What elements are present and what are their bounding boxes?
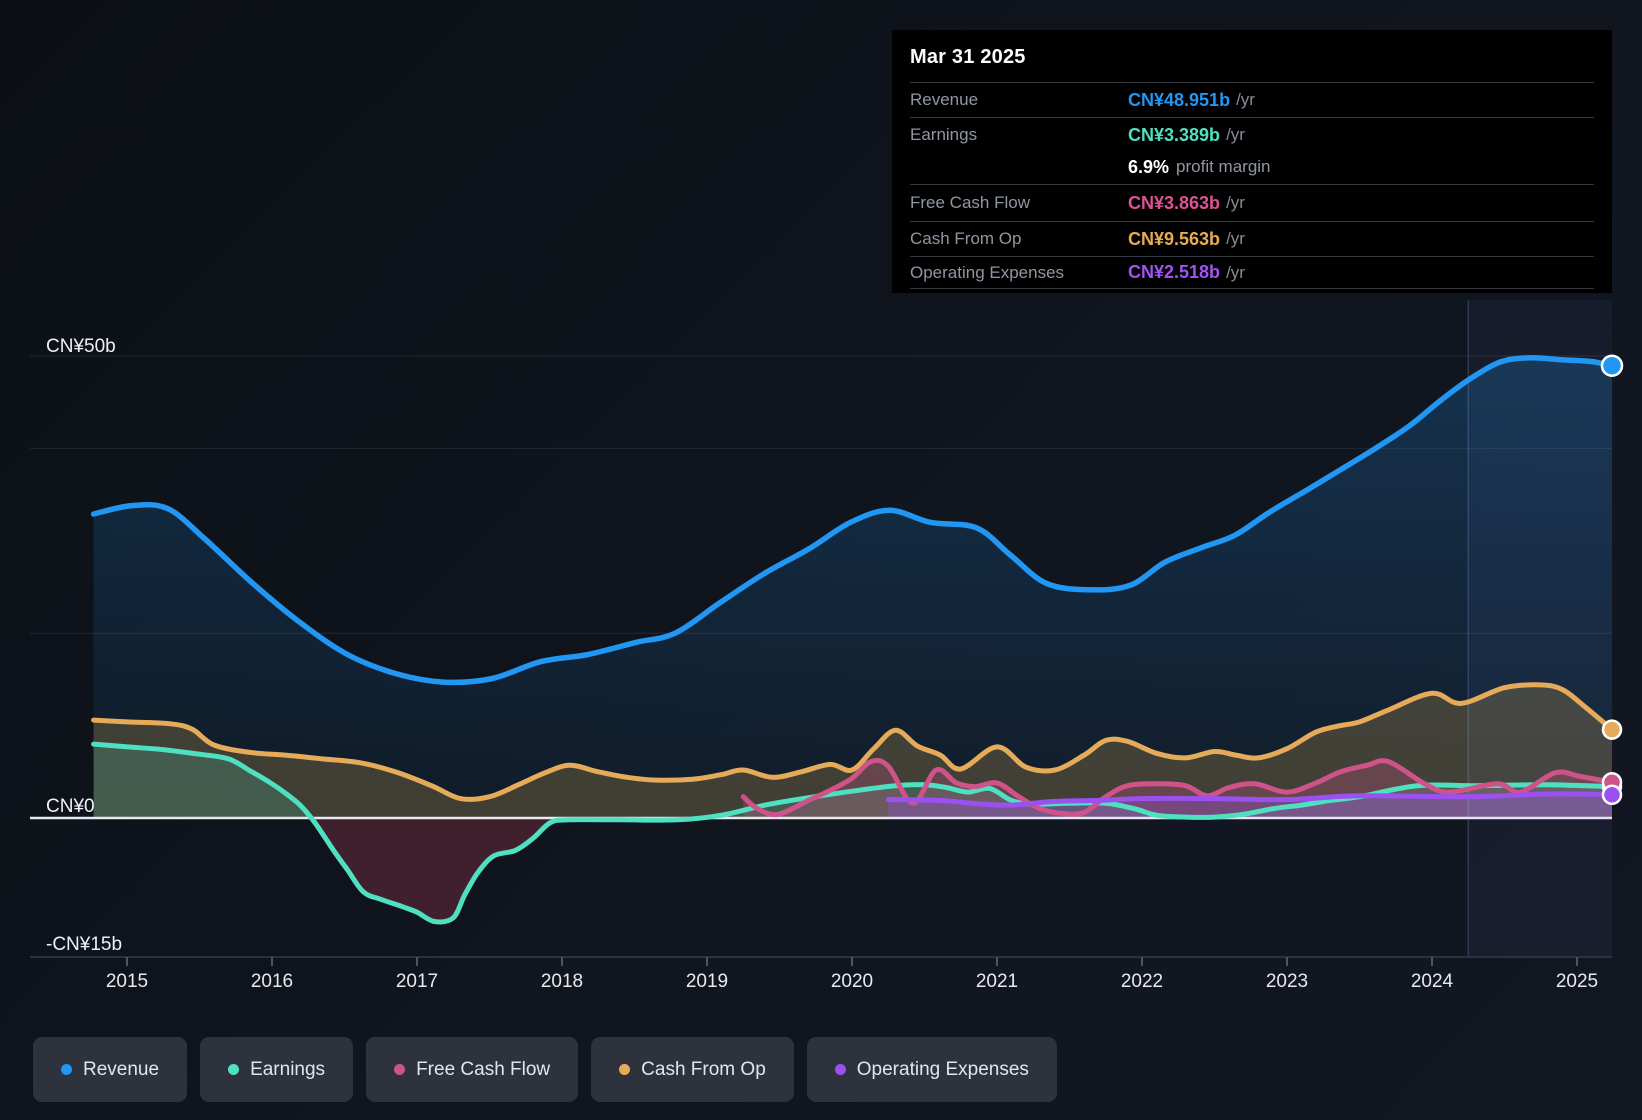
tooltip-row-revenue: Revenue CN¥48.951b /yr [910,82,1594,117]
x-axis-label-2025: 2025 [1556,971,1598,992]
revenue-endpoint-marker[interactable] [1600,354,1624,377]
tooltip-row-operating-expenses: Operating Expenses CN¥2.518b /yr [910,256,1594,289]
x-axis-label-2020: 2020 [831,971,873,992]
tooltip-value: CN¥3.389b [1128,124,1221,145]
y-axis-label: CN¥50b [46,336,116,357]
revenue-area [93,357,1613,818]
tooltip-row-earnings: Earnings CN¥3.389b /yr 6.9% profit margi… [910,117,1594,184]
legend-label: Earnings [250,1058,326,1080]
tooltip-label: Cash From Op [910,229,1022,248]
tooltip-date: Mar 31 2025 [910,46,1026,68]
cash-from-op-line [91,682,1615,802]
tooltip-label: Free Cash Flow [910,193,1030,212]
revenue-line [90,355,1615,686]
profit-margin-value: 6.9% [1128,156,1170,177]
operating-expenses-endpoint-marker[interactable] [1601,784,1623,805]
x-axis-label-2024: 2024 [1411,971,1454,992]
x-axis-label-2021: 2021 [976,971,1018,992]
cash-from-op-dot-icon [619,1064,631,1075]
legend-label: Operating Expenses [856,1058,1029,1080]
cash-from-op-endpoint-marker[interactable] [1601,719,1623,740]
highlight-band [1468,300,1612,957]
tooltip-row-cash-from-op: Cash From Op CN¥9.563b /yr [910,221,1594,256]
y-axis-label: -CN¥15b [46,934,122,955]
legend-button-cash-from-op[interactable]: Cash From Op [591,1037,794,1102]
tooltip-value: CN¥2.518b [1128,262,1221,282]
profit-margin-label: profit margin [1176,157,1271,176]
tooltip-label: Revenue [910,90,979,109]
operating-expenses-line [885,791,1615,808]
tooltip-value: CN¥9.563b [1128,228,1221,249]
tooltip-unit: /yr [1236,90,1255,109]
earnings-line [91,741,1615,925]
x-axis-label-2023: 2023 [1266,971,1308,992]
tooltip-value: CN¥3.863b [1128,192,1221,213]
earnings-area [93,744,1612,818]
earnings-negative-area [93,818,1612,922]
x-axis-label-2017: 2017 [396,971,438,992]
tooltip-row-free-cash-flow: Free Cash Flow CN¥3.863b /yr [910,184,1594,221]
chart-legend: Revenue Earnings Free Cash Flow Cash Fro… [33,1037,1057,1102]
free-cash-flow-line [740,757,1615,818]
revenue-dot-icon [61,1064,72,1075]
x-axis-label-2018: 2018 [541,971,583,992]
legend-button-revenue[interactable]: Revenue [33,1037,188,1102]
legend-label: Free Cash Flow [416,1058,551,1080]
y-axis-label: CN¥0 [46,796,95,817]
x-axis-label-2015: 2015 [106,971,148,992]
x-axis-label-2022: 2022 [1121,971,1163,992]
chart-tooltip: Mar 31 2025 Revenue CN¥48.951b /yr Earni… [892,30,1612,293]
x-axis-label-2019: 2019 [686,971,728,992]
tooltip-value: CN¥48.951b [1128,89,1231,110]
legend-button-earnings[interactable]: Earnings [200,1037,354,1102]
tooltip-label: Operating Expenses [910,262,1065,282]
tooltip-unit: /yr [1226,229,1245,248]
free-cash-flow-dot-icon [394,1064,406,1075]
earnings-dot-icon [228,1064,240,1075]
legend-button-operating-expenses[interactable]: Operating Expenses [806,1037,1057,1102]
operating-expenses-dot-icon [834,1064,846,1075]
legend-label: Revenue [83,1058,160,1080]
tooltip-label: Earnings [910,125,978,144]
legend-label: Cash From Op [641,1058,766,1080]
tooltip-unit: /yr [1226,193,1245,212]
tooltip-unit: /yr [1226,125,1245,144]
legend-button-free-cash-flow[interactable]: Free Cash Flow [366,1037,579,1102]
x-axis-label-2016: 2016 [251,971,293,992]
tooltip-unit: /yr [1226,262,1245,282]
